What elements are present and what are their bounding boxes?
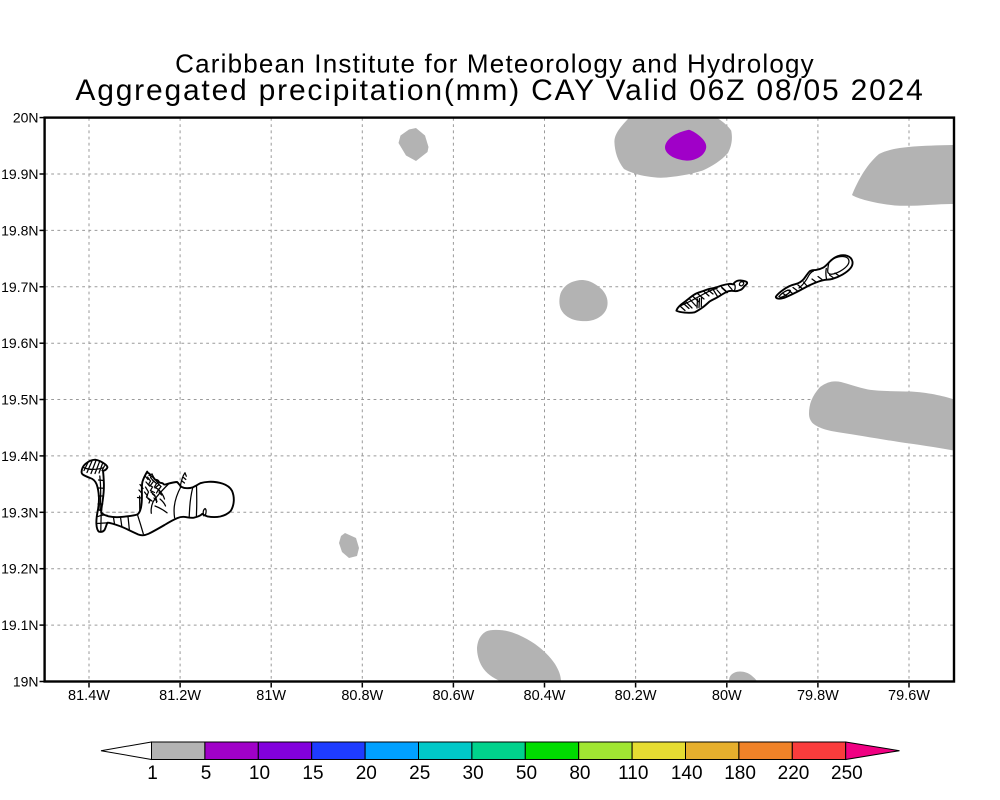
svg-text:110: 110 [618, 763, 648, 784]
svg-text:19.4N: 19.4N [1, 448, 38, 464]
svg-text:19.5N: 19.5N [1, 392, 38, 408]
svg-text:80: 80 [569, 763, 590, 784]
svg-text:79.6W: 79.6W [888, 688, 930, 704]
svg-text:80.2W: 80.2W [615, 688, 657, 704]
svg-text:19.2N: 19.2N [1, 561, 38, 577]
svg-text:25: 25 [409, 763, 430, 784]
svg-text:15: 15 [302, 763, 323, 784]
svg-text:30: 30 [463, 763, 484, 784]
svg-text:80.8W: 80.8W [341, 688, 383, 704]
svg-text:140: 140 [671, 763, 703, 784]
svg-text:81.2W: 81.2W [159, 688, 201, 704]
svg-text:180: 180 [724, 763, 756, 784]
svg-text:79.8W: 79.8W [797, 688, 839, 704]
svg-text:19.3N: 19.3N [1, 504, 38, 520]
svg-text:10: 10 [249, 763, 270, 784]
svg-text:20N: 20N [13, 110, 39, 126]
svg-text:19.6N: 19.6N [1, 335, 38, 351]
svg-text:19.9N: 19.9N [1, 166, 38, 182]
svg-text:19.8N: 19.8N [1, 222, 38, 238]
svg-text:Caribbean Institute for Meteor: Caribbean Institute for Meteorology and … [175, 49, 815, 79]
svg-text:20: 20 [356, 763, 377, 784]
svg-text:Aggregated precipitation(mm) C: Aggregated precipitation(mm) CAY Valid 0… [75, 74, 924, 107]
svg-text:19.7N: 19.7N [1, 279, 38, 295]
svg-text:5: 5 [201, 763, 212, 784]
svg-text:19N: 19N [13, 674, 39, 690]
svg-text:1: 1 [147, 763, 158, 784]
svg-text:80.6W: 80.6W [432, 688, 474, 704]
svg-text:81W: 81W [256, 688, 286, 704]
svg-text:19.1N: 19.1N [1, 617, 38, 633]
svg-text:250: 250 [831, 763, 863, 784]
svg-text:50: 50 [516, 763, 537, 784]
svg-text:220: 220 [778, 763, 810, 784]
svg-text:81.4W: 81.4W [68, 688, 110, 704]
svg-text:80.4W: 80.4W [524, 688, 566, 704]
svg-text:80W: 80W [712, 688, 742, 704]
